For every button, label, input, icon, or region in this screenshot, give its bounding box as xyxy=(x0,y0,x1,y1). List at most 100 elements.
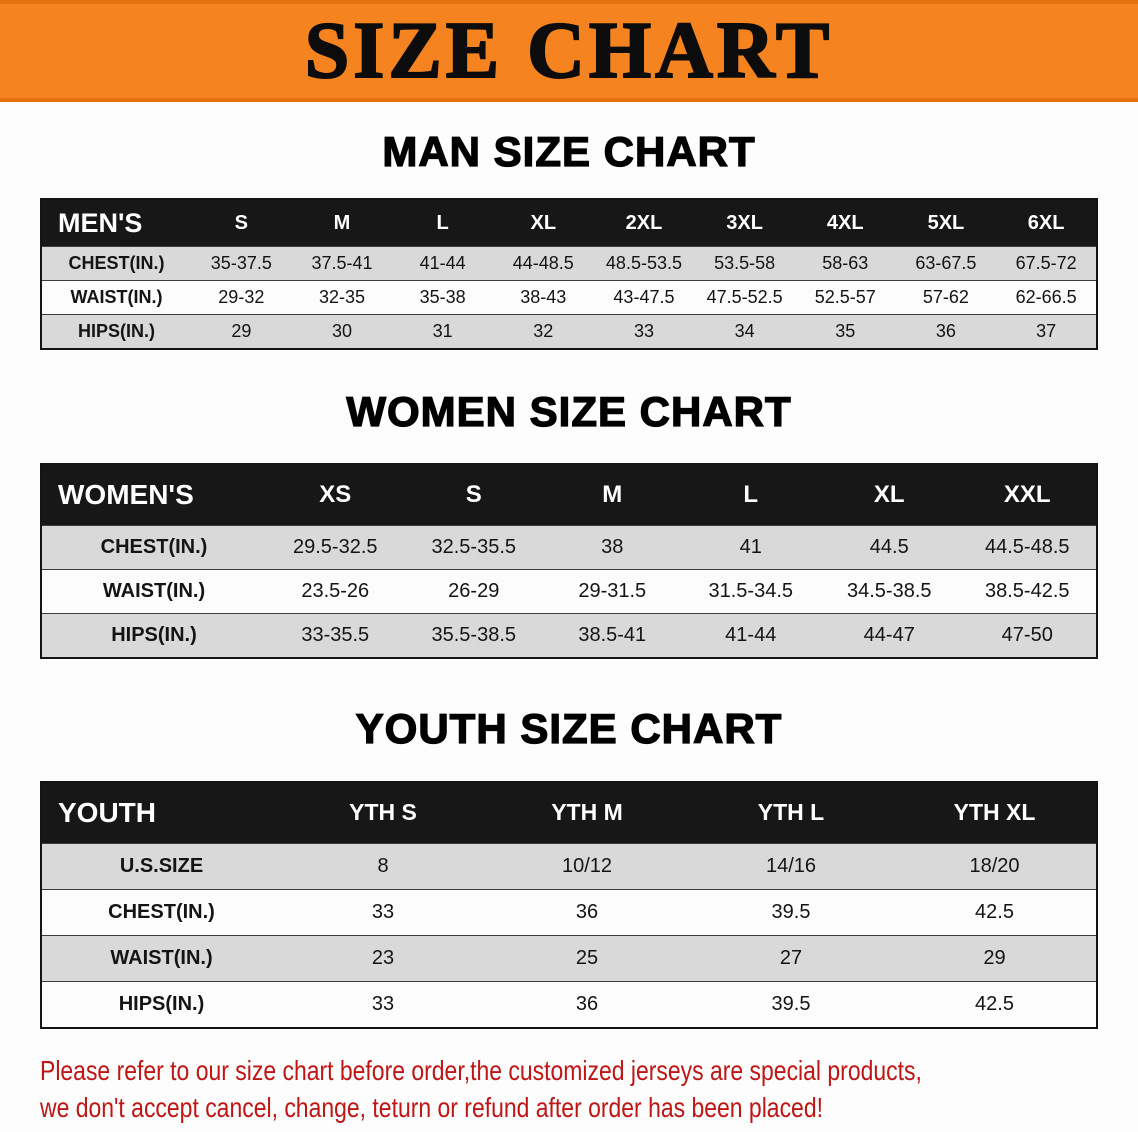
size-column-header: 5XL xyxy=(895,199,997,247)
table-row: U.S.SIZE 8 10/12 14/16 18/20 xyxy=(41,842,1097,890)
footer-line-1: Please refer to our size chart before or… xyxy=(40,1054,922,1086)
row-label: CHEST(IN.) xyxy=(41,246,191,281)
table-cell: 41 xyxy=(681,524,820,570)
table-cell: 18/20 xyxy=(893,842,1097,890)
table-cell: 29.5-32.5 xyxy=(266,524,405,570)
table-cell: 29 xyxy=(191,314,292,350)
table-cell: 36 xyxy=(485,888,689,936)
footer-line-2: we don't accept cancel, change, teturn o… xyxy=(40,1091,823,1123)
table-cell: 48.5-53.5 xyxy=(593,246,695,281)
men-section-heading: MAN SIZE CHART xyxy=(382,127,756,175)
table-cell: 35-38 xyxy=(392,280,493,315)
women-size-table: WOMEN'S XS S M L XL XXL CHEST(IN.) 29.5-32.5 32.5… xyxy=(40,462,1098,659)
table-row: WAIST(IN.) 23 25 27 29 xyxy=(41,934,1097,982)
table-cell: 42.5 xyxy=(893,980,1097,1028)
table-cell: 33 xyxy=(281,980,485,1028)
size-column-header: 4XL xyxy=(794,199,896,247)
table-row: HIPS(IN.) 33 36 39.5 42.5 xyxy=(41,980,1097,1028)
table-cell: 52.5-57 xyxy=(794,280,896,315)
table-cell: 39.5 xyxy=(689,980,893,1028)
table-cell: 31 xyxy=(392,314,493,350)
table-cell: 38.5-41 xyxy=(543,612,682,658)
table-cell: 23.5-26 xyxy=(266,568,405,614)
table-cell: 47-50 xyxy=(958,612,1097,658)
table-cell: 57-62 xyxy=(895,280,997,315)
table-cell: 44.5-48.5 xyxy=(958,524,1097,570)
table-cell: 37 xyxy=(996,314,1097,350)
size-column-header: S xyxy=(404,463,543,526)
table-cell: 47.5-52.5 xyxy=(694,280,795,315)
table-cell: 63-67.5 xyxy=(895,246,997,281)
table-cell: 30 xyxy=(291,314,393,350)
youth-section-heading: YOUTH SIZE CHART xyxy=(355,704,783,752)
table-cell: 32.5-35.5 xyxy=(404,524,543,570)
table-cell: 10/12 xyxy=(485,842,689,890)
table-header-row: MEN'S S M L XL 2XL 3XL 4XL 5XL 6XL xyxy=(41,199,1097,247)
table-cell: 29-31.5 xyxy=(543,568,682,614)
size-column-header: L xyxy=(392,199,493,247)
table-cell: 41-44 xyxy=(392,246,493,281)
table-cell: 42.5 xyxy=(893,888,1097,936)
table-cell: 38 xyxy=(543,524,682,570)
table-cell: 33 xyxy=(281,888,485,936)
table-row: WAIST(IN.) 29-32 32-35 35-38 38-43 43-47.5 47.… xyxy=(41,280,1097,315)
table-cell: 44.5 xyxy=(820,524,959,570)
youth-size-section: YOUTH SIZE CHART YOUTH YTH S YTH M YTH L YTH… xyxy=(0,704,1138,1029)
banner-title: SIZE CHART xyxy=(304,7,834,95)
table-cell: 41-44 xyxy=(681,612,820,658)
table-cell: 35-37.5 xyxy=(191,246,292,281)
table-cell: 36 xyxy=(895,314,997,350)
table-row: CHEST(IN.) 35-37.5 37.5-41 41-44 44-48.5 48.5… xyxy=(41,246,1097,281)
table-cell: 37.5-41 xyxy=(291,246,393,281)
table-cell: 32-35 xyxy=(291,280,393,315)
size-column-header: XL xyxy=(820,463,959,526)
size-column-header: M xyxy=(543,463,682,526)
table-header-row: WOMEN'S XS S M L XL XXL xyxy=(41,463,1097,526)
size-column-header: M xyxy=(291,199,393,247)
row-label: CHEST(IN.) xyxy=(41,524,266,570)
size-chart-banner: SIZE CHART xyxy=(0,0,1138,102)
size-column-header: XL xyxy=(492,199,594,247)
table-row: WAIST(IN.) 23.5-26 26-29 29-31.5 31.5-34.5 34… xyxy=(41,568,1097,614)
youth-size-table: YOUTH YTH S YTH M YTH L YTH XL U.S.SIZE 8 10/12… xyxy=(40,780,1098,1029)
table-cell: 44-47 xyxy=(820,612,959,658)
row-label: CHEST(IN.) xyxy=(41,888,281,936)
table-cell: 39.5 xyxy=(689,888,893,936)
table-group-label: YOUTH xyxy=(41,781,281,844)
table-cell: 34.5-38.5 xyxy=(820,568,959,614)
table-row: CHEST(IN.) 33 36 39.5 42.5 xyxy=(41,888,1097,936)
size-column-header: YTH S xyxy=(281,781,485,844)
table-cell: 35.5-38.5 xyxy=(404,612,543,658)
size-column-header: 3XL xyxy=(694,199,795,247)
table-cell: 26-29 xyxy=(404,568,543,614)
row-label: HIPS(IN.) xyxy=(41,314,191,350)
size-column-header: 6XL xyxy=(996,199,1097,247)
table-cell: 14/16 xyxy=(689,842,893,890)
table-cell: 27 xyxy=(689,934,893,982)
table-group-label: MEN'S xyxy=(41,199,191,247)
table-cell: 32 xyxy=(492,314,594,350)
row-label: HIPS(IN.) xyxy=(41,980,281,1028)
men-size-section: MAN SIZE CHART MEN'S S M L XL 2XL 3XL 4XL 5XL 6XL… xyxy=(0,127,1138,351)
table-cell: 38-43 xyxy=(492,280,594,315)
size-column-header: XS xyxy=(266,463,405,526)
table-cell: 23 xyxy=(281,934,485,982)
table-cell: 62-66.5 xyxy=(996,280,1097,315)
women-size-section: WOMEN SIZE CHART WOMEN'S XS S M L XL XXL CHEST(… xyxy=(0,388,1138,659)
size-column-header: YTH XL xyxy=(893,781,1097,844)
men-size-table: MEN'S S M L XL 2XL 3XL 4XL 5XL 6XL CHEST(IN.) 35-37… xyxy=(40,198,1098,351)
table-cell: 29-32 xyxy=(191,280,292,315)
table-row: CHEST(IN.) 29.5-32.5 32.5-35.5 38 41 44.5 44.5… xyxy=(41,524,1097,570)
table-cell: 25 xyxy=(485,934,689,982)
table-cell: 43-47.5 xyxy=(593,280,695,315)
table-cell: 67.5-72 xyxy=(996,246,1097,281)
table-cell: 38.5-42.5 xyxy=(958,568,1097,614)
row-label: WAIST(IN.) xyxy=(41,568,266,614)
row-label: U.S.SIZE xyxy=(41,842,281,890)
size-column-header: L xyxy=(681,463,820,526)
table-group-label: WOMEN'S xyxy=(41,463,266,526)
women-section-heading: WOMEN SIZE CHART xyxy=(346,388,792,436)
table-cell: 29 xyxy=(893,934,1097,982)
size-column-header: XXL xyxy=(958,463,1097,526)
table-cell: 8 xyxy=(281,842,485,890)
